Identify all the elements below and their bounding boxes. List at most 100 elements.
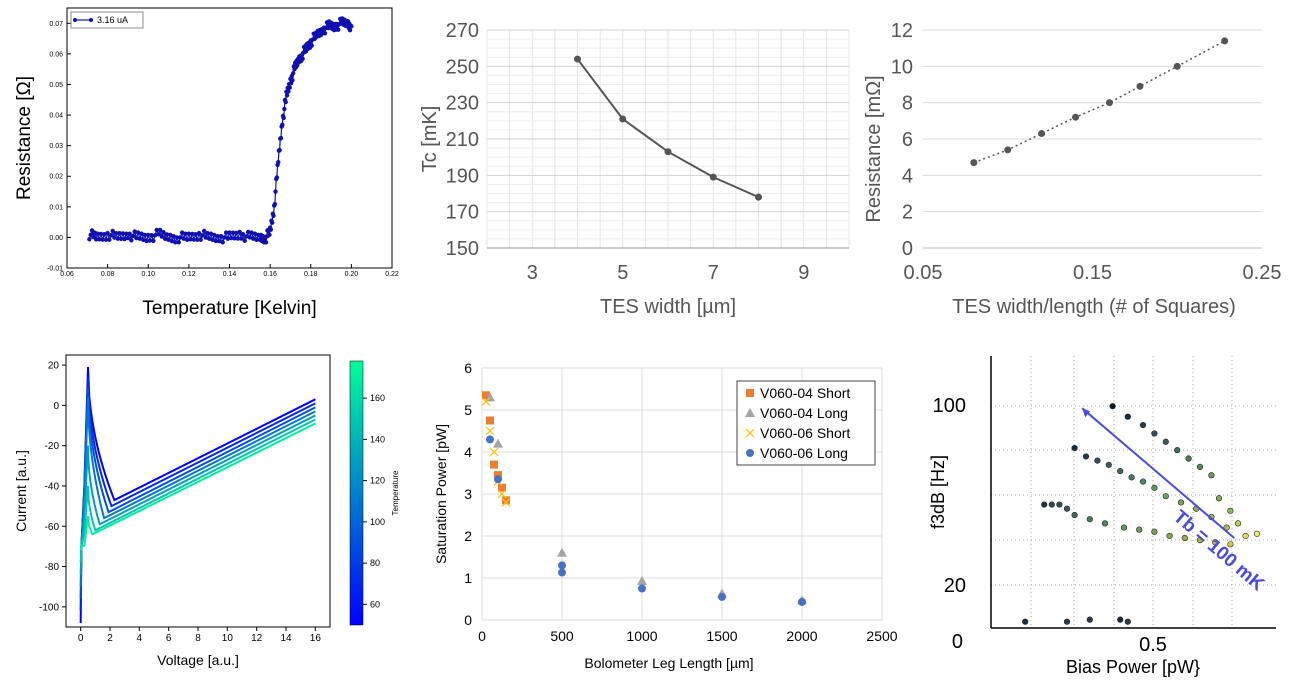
data-point xyxy=(176,240,181,245)
data-point xyxy=(284,93,290,98)
x-tick-label: 1000 xyxy=(626,628,657,644)
data-point xyxy=(1071,444,1078,452)
x-tick-label: 0.5 xyxy=(1139,634,1167,656)
data-point xyxy=(168,232,173,238)
y-tick-label: -80 xyxy=(45,562,60,573)
y-tick-label: 0.04 xyxy=(49,113,63,120)
x-tick-label: 0.06 xyxy=(60,271,74,278)
x-axis-label: Bias Power [pW} xyxy=(1066,657,1200,677)
annotation-arrowhead xyxy=(1082,408,1091,418)
data-point xyxy=(127,231,132,236)
y-tick-label: 0 xyxy=(952,631,963,653)
legend-label: 3.16 uA xyxy=(97,15,128,25)
data-point xyxy=(217,238,222,244)
data-point xyxy=(1063,505,1071,512)
y-tick-label: 270 xyxy=(446,20,479,42)
data-point xyxy=(240,231,246,237)
data-point xyxy=(1174,447,1181,454)
data-point xyxy=(156,232,161,237)
data-point xyxy=(184,237,190,243)
data-point xyxy=(103,237,109,242)
data-point xyxy=(237,229,242,235)
y-axis-label: Tc [mK] xyxy=(419,106,441,173)
data-point xyxy=(755,193,762,201)
data-point xyxy=(247,235,253,240)
data-point xyxy=(1196,537,1204,544)
panel-resistance-vs-squares: 0.05 0.15 0.25 0 2 4 6 8 10 12 TES width/length (#… xyxy=(863,20,1281,318)
y-tick-label: 4 xyxy=(902,165,913,187)
data-point xyxy=(718,592,726,601)
data-point xyxy=(277,147,282,153)
series-line xyxy=(973,40,1226,164)
x-tick-label: 12 xyxy=(251,633,263,644)
data-point xyxy=(105,230,110,236)
iv-curve xyxy=(79,422,316,551)
x-tick-label: 0.10 xyxy=(141,271,155,278)
data-point xyxy=(1177,499,1185,506)
data-point xyxy=(120,231,126,236)
data-point xyxy=(970,159,978,167)
data-point xyxy=(110,228,115,234)
iv-curve xyxy=(79,397,316,587)
data-point xyxy=(1082,453,1090,460)
data-point xyxy=(252,231,258,236)
data-point xyxy=(113,231,119,236)
panel-tc-vs-width: 3 5 7 9 150 170 190 210 230 250 270 TES width [µm] T… xyxy=(419,20,850,318)
data-point xyxy=(482,391,490,400)
colorbar: 60 80 100 120 140 160 Temperature xyxy=(349,360,400,626)
data-point xyxy=(485,392,495,402)
data-point xyxy=(1208,472,1215,479)
data-point xyxy=(574,55,581,63)
y-tick-label: 10 xyxy=(891,56,913,78)
data-point xyxy=(497,489,507,499)
data-point xyxy=(98,231,104,237)
data-point xyxy=(124,231,129,236)
legend-marker xyxy=(746,389,754,397)
x-axis-label: TES width [µm] xyxy=(600,296,736,318)
data-point xyxy=(486,435,494,444)
data-point xyxy=(798,597,806,606)
x-tick-label: 500 xyxy=(550,628,574,644)
data-point xyxy=(183,231,188,236)
data-point xyxy=(125,235,131,241)
data-point xyxy=(195,237,200,242)
data-point xyxy=(107,237,112,242)
data-point xyxy=(234,230,239,236)
data-point xyxy=(322,31,328,36)
data-point xyxy=(112,235,117,240)
x-tick-label: 7 xyxy=(708,262,719,284)
data-point xyxy=(147,238,153,243)
y-tick-label: -40 xyxy=(45,481,60,492)
x-axis-label: Voltage [a.u.] xyxy=(157,652,239,668)
x-tick-label: 2 xyxy=(107,633,113,644)
data-point xyxy=(493,438,503,448)
data-point xyxy=(280,122,285,128)
legend-box xyxy=(736,380,876,466)
data-point xyxy=(225,236,231,241)
data-point xyxy=(347,28,353,33)
data-point xyxy=(134,235,139,241)
data-point xyxy=(664,148,672,156)
data-point xyxy=(1117,467,1124,475)
y-tick-label: -20 xyxy=(45,441,60,452)
x-tick-label: 0.16 xyxy=(263,271,277,278)
data-point xyxy=(1227,507,1234,514)
legend-label: V060-04 Long xyxy=(760,405,848,421)
y-tick-label: 1 xyxy=(464,570,472,586)
data-point xyxy=(1242,532,1249,540)
data-point xyxy=(498,483,506,492)
y-tick-label: 20 xyxy=(944,575,966,597)
data-point xyxy=(117,231,122,236)
data-point xyxy=(132,229,137,234)
data-point xyxy=(161,230,166,235)
data-point xyxy=(1109,403,1116,410)
data-point xyxy=(1253,530,1261,537)
y-tick-label: 250 xyxy=(446,56,479,78)
colorbar-tick-label: 120 xyxy=(370,476,385,486)
data-point xyxy=(1041,501,1048,508)
y-tick-label: 3 xyxy=(464,486,472,502)
data-point xyxy=(213,238,219,244)
data-point xyxy=(100,237,105,242)
data-point xyxy=(118,236,124,242)
